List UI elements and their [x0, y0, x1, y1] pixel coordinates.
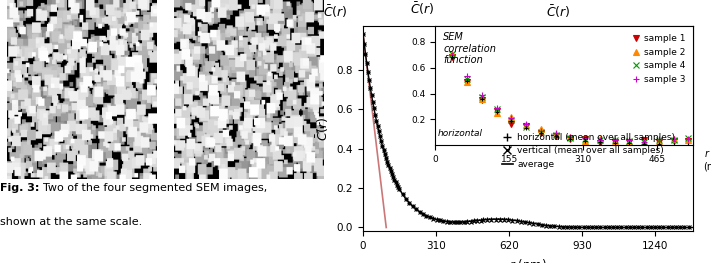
- vertical (mean over all samples): [562, 225, 571, 229]
- average: [550, 225, 559, 228]
- average: [689, 226, 697, 229]
- Text: $\bar{C}(r)$: $\bar{C}(r)$: [546, 4, 571, 20]
- horizontal (mean over all samples): [684, 226, 693, 229]
- Text: Two of the four segmented SEM images,: Two of the four segmented SEM images,: [43, 183, 268, 193]
- horizontal (mean over all samples): [375, 135, 384, 138]
- average: [609, 226, 618, 229]
- average: [569, 226, 577, 229]
- vertical (mean over all samples): [360, 43, 368, 46]
- vertical (mean over all samples): [676, 226, 685, 229]
- average: [643, 226, 651, 229]
- Y-axis label: $\bar{C}(r)$: $\bar{C}(r)$: [314, 117, 331, 141]
- vertical (mean over all samples): [359, 33, 368, 36]
- vertical (mean over all samples): [375, 135, 384, 138]
- horizontal (mean over all samples): [676, 226, 685, 229]
- horizontal (mean over all samples): [446, 220, 454, 223]
- X-axis label: $r$ (nm): $r$ (nm): [509, 257, 547, 263]
- horizontal (mean over all samples): [359, 33, 368, 36]
- average: [559, 225, 567, 229]
- Line: average: average: [363, 30, 693, 227]
- average: [379, 146, 387, 149]
- Legend: horizontal (mean over all samples), vertical (mean over all samples), average: horizontal (mean over all samples), vert…: [498, 129, 679, 173]
- Text: $\bar{C}(r)$: $\bar{C}(r)$: [323, 4, 348, 20]
- horizontal (mean over all samples): [360, 43, 368, 46]
- horizontal (mean over all samples): [567, 226, 575, 229]
- vertical (mean over all samples): [684, 226, 693, 229]
- average: [358, 29, 367, 32]
- vertical (mean over all samples): [446, 220, 454, 224]
- Line: vertical (mean over all samples): vertical (mean over all samples): [360, 32, 691, 230]
- Text: shown at the same scale.: shown at the same scale.: [0, 217, 142, 227]
- Line: horizontal (mean over all samples): horizontal (mean over all samples): [360, 32, 691, 230]
- vertical (mean over all samples): [567, 226, 575, 229]
- horizontal (mean over all samples): [562, 225, 571, 229]
- Text: Fig. 3:: Fig. 3:: [0, 183, 39, 193]
